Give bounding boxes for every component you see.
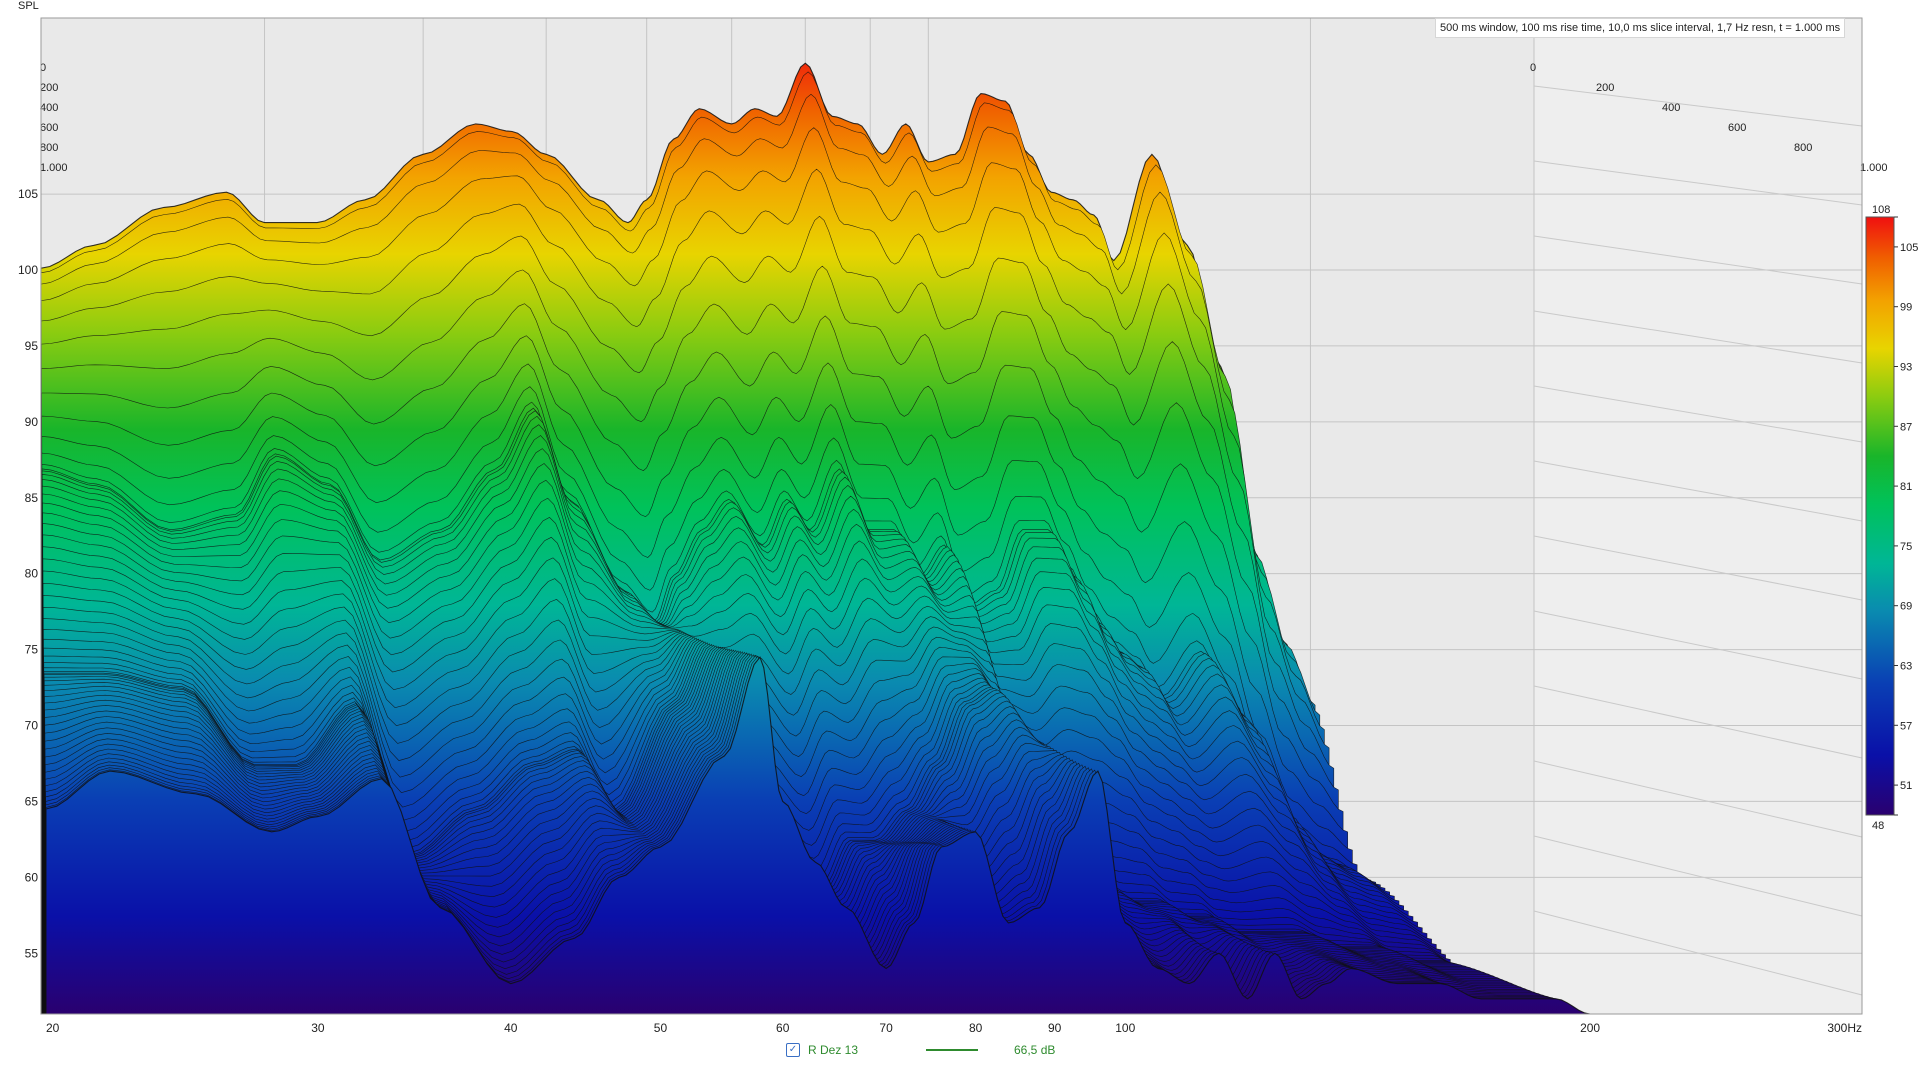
y-tick-label: 55	[25, 946, 39, 960]
colorbar-tick-label: 69	[1900, 601, 1912, 613]
x-tick-label: 30	[311, 1021, 325, 1035]
time-tick-label-right: 400	[1662, 102, 1680, 114]
x-tick-label: 60	[776, 1021, 790, 1035]
right-side-wall	[1534, 18, 1862, 1014]
x-tick-label: 200	[1580, 1021, 1600, 1035]
y-tick-label: 75	[25, 643, 39, 657]
colorbar-tick-label: 51	[1900, 780, 1912, 792]
colorbar-tick-label: 63	[1900, 661, 1912, 673]
colorbar-tick-label: 87	[1900, 421, 1912, 433]
x-tick-label: 100	[1115, 1021, 1135, 1035]
depth-grid-line	[1533, 760, 1863, 838]
y-tick-label: 60	[25, 870, 39, 884]
y-tick-label: 100	[18, 263, 38, 277]
depth-grid-line	[1533, 385, 1863, 443]
depth-grid-line	[1533, 535, 1863, 601]
colorbar-tick-label: 81	[1900, 481, 1912, 493]
time-tick-label-right: 0	[1530, 62, 1536, 74]
colorbar-tick-label: 57	[1900, 720, 1912, 732]
depth-grid-line	[1533, 685, 1863, 759]
y-tick-label: 95	[25, 339, 39, 353]
x-tick-label: 50	[654, 1021, 668, 1035]
x-tick-label: 20	[46, 1021, 60, 1035]
colorbar-tick-label: 75	[1900, 541, 1912, 553]
x-tick-label: 80	[969, 1021, 983, 1035]
x-tick-label: 70	[879, 1021, 893, 1035]
x-tick-label: 40	[504, 1021, 518, 1035]
series-visibility-checkbox[interactable]: ✓	[786, 1043, 800, 1057]
waterfall-slices	[40, 62, 1591, 1015]
y-tick-label: 65	[25, 794, 39, 808]
time-tick-label-left: 1.000	[40, 162, 68, 174]
y-tick-label: 70	[25, 719, 39, 733]
y-axis-title: SPL	[18, 0, 39, 12]
depth-grid-line	[1533, 460, 1863, 522]
colorbar-tick-label: 99	[1900, 302, 1912, 314]
x-tick-label: 300Hz	[1827, 1021, 1862, 1035]
colorbar-tick-label: 48	[1872, 820, 1884, 832]
y-tick-label: 105	[18, 187, 38, 201]
colorbar-tick-label: 108	[1872, 204, 1890, 216]
depth-grid-line	[1533, 235, 1863, 285]
depth-grid-line	[1533, 85, 1863, 127]
depth-grid-line	[1533, 835, 1863, 917]
legend-value: 66,5 dB	[1014, 1043, 1056, 1057]
time-tick-label-right: 1.000	[1860, 162, 1888, 174]
y-tick-label: 80	[25, 567, 39, 581]
x-axis-ticks: 20 30 40 50 60 70 80 90 100 200 300Hz	[46, 1021, 1862, 1035]
time-tick-label-left: 0	[40, 62, 46, 74]
x-tick-label: 90	[1048, 1021, 1062, 1035]
depth-grid-line	[1533, 160, 1863, 206]
y-tick-label: 85	[25, 491, 39, 505]
colorbar-tick-label: 105	[1900, 242, 1918, 254]
depth-grid-line	[1533, 910, 1863, 996]
time-tick-label-left: 200	[40, 82, 58, 94]
colorbar-ticks: 108 105 99 93 87 81 75 69 63 57 51 48	[1872, 204, 1918, 832]
time-tick-label-right: 800	[1794, 142, 1812, 154]
y-axis-ticks: 55 60 65 70 75 80 85 90 95 100 105	[18, 187, 38, 960]
chart-info-box: 500 ms window, 100 ms rise time, 10,0 ms…	[1435, 18, 1846, 38]
colorbar	[1865, 216, 1895, 816]
depth-grid-line	[1533, 310, 1863, 364]
time-tick-label-right: 600	[1728, 122, 1746, 134]
time-tick-label-left: 800	[40, 142, 58, 154]
y-tick-label: 90	[25, 415, 39, 429]
legend-line-swatch	[926, 1049, 978, 1051]
waterfall-slice	[45, 656, 1591, 1015]
time-tick-label-left: 600	[40, 122, 58, 134]
depth-grid-line	[1533, 610, 1863, 680]
legend: ✓ R Dez 13 66,5 dB	[786, 1041, 1055, 1059]
time-axis-ticks: 0 200 400 600 800 1.000 0 200 400 600 800 1.000	[40, 62, 1888, 174]
legend-series-name[interactable]: R Dez 13	[808, 1043, 859, 1057]
time-tick-label-right: 200	[1596, 82, 1614, 94]
depth-axis-lines	[1533, 85, 1863, 996]
colorbar-tick-label: 93	[1900, 362, 1912, 374]
time-tick-label-left: 400	[40, 102, 58, 114]
plot-frame	[40, 17, 1863, 1015]
